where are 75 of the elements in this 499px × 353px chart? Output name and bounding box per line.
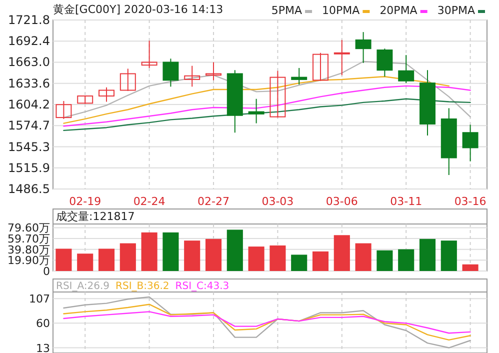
- y-tick-label: 1633.6: [8, 76, 50, 90]
- line-series: [63, 296, 471, 348]
- y-tick-label: 59.70万: [8, 232, 50, 246]
- y-tick-label: 1663.0: [8, 55, 50, 70]
- candlestick: [291, 67, 308, 85]
- x-tick-label: 03-03: [262, 195, 294, 208]
- candlestick: [398, 54, 414, 84]
- y-tick-label: 1574.7: [8, 118, 50, 133]
- legend-label: 30PMA: [437, 4, 476, 17]
- bar: [98, 248, 115, 271]
- bar: [248, 246, 264, 271]
- candlestick: [56, 100, 72, 120]
- bar: [312, 251, 329, 271]
- legend-label: 10PMA: [322, 4, 360, 17]
- bar: [205, 238, 222, 271]
- legend-label: 20PMA: [380, 4, 418, 17]
- y-tick-label: 1721.8: [8, 13, 50, 27]
- candlestick: [462, 124, 478, 162]
- y-tick-label: 1486.5: [8, 182, 50, 196]
- bar: [419, 238, 436, 271]
- x-tick-label: 02-19: [69, 195, 102, 208]
- chart-title: 黄金[GC00Y] 2020-03-16 14:13: [53, 3, 224, 16]
- candlestick: [312, 52, 328, 82]
- line-series: [63, 98, 471, 132]
- bar: [226, 230, 243, 271]
- y-tick-label: 1515.9: [8, 160, 50, 175]
- y-tick-label: 107: [29, 292, 50, 306]
- bar: [462, 264, 478, 271]
- candlestick: [248, 98, 264, 124]
- y-tick-label: 0: [43, 265, 50, 278]
- x-tick-label: 02-24: [133, 195, 166, 208]
- candlestick: [98, 86, 114, 102]
- line-series: [63, 304, 471, 341]
- bar: [56, 248, 72, 271]
- y-tick-label: 1692.4: [8, 34, 50, 48]
- text: 成交量:121817: [56, 210, 135, 223]
- x-tick-label: 03-16: [454, 195, 486, 208]
- candlestick: [270, 70, 286, 118]
- candlestick: [376, 48, 393, 78]
- x-tick-label: 02-27: [198, 195, 230, 208]
- line-series: [63, 311, 471, 334]
- bar: [162, 232, 179, 271]
- bar: [334, 235, 350, 271]
- legend-label: 5PMA: [271, 4, 302, 17]
- bar: [77, 254, 94, 271]
- bar: [355, 243, 372, 271]
- bar: [120, 243, 136, 271]
- candlestick: [355, 32, 372, 64]
- y-tick-label: 79.60万: [8, 222, 50, 235]
- y-tick-label: 1604.2: [8, 97, 50, 112]
- bar: [291, 254, 308, 271]
- x-tick-label: 03-06: [326, 195, 358, 208]
- series-label: RSI_A:26.9: [56, 281, 110, 292]
- bar: [141, 232, 158, 271]
- text: RSI_C:43.3: [175, 281, 230, 292]
- line-series: [63, 76, 450, 124]
- candlestick: [206, 62, 222, 81]
- candlestick: [162, 58, 179, 88]
- bar: [376, 250, 393, 271]
- line-series: [63, 85, 471, 127]
- candlestick: [184, 65, 200, 88]
- y-tick-label: 60: [36, 317, 50, 330]
- y-tick-label: 19.90万: [8, 254, 50, 268]
- candlestick: [334, 39, 350, 76]
- x-tick-label: 03-11: [390, 195, 422, 208]
- y-tick-label: 13: [36, 342, 50, 353]
- bar: [440, 240, 457, 271]
- bar: [184, 240, 200, 271]
- y-tick-label: 1545.3: [8, 140, 50, 154]
- bar: [398, 249, 414, 271]
- y-tick-label: 39.80万: [8, 243, 50, 256]
- candlestick: [141, 40, 158, 68]
- bar: [270, 245, 286, 271]
- series-label: RSI_B:36.2: [116, 281, 170, 292]
- candlestick: [120, 68, 136, 92]
